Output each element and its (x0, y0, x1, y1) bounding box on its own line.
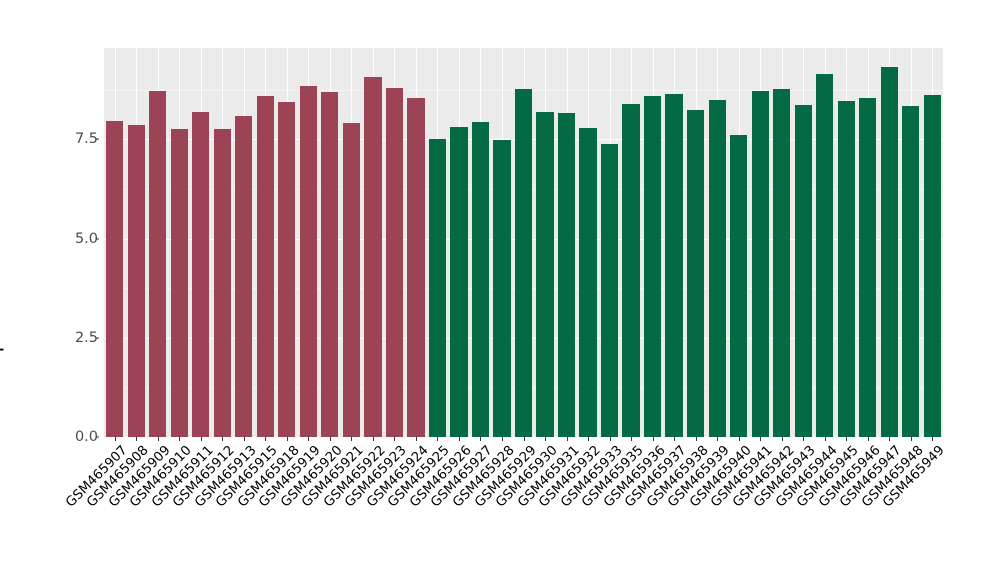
y-tick-mark (96, 238, 99, 240)
bar[interactable] (837, 100, 855, 437)
x-axis-labels: GSM465907 GSM465908 GSM465909 GSM465910 GSM4… (63, 443, 948, 580)
bar[interactable] (407, 98, 425, 437)
x-tick-mark (459, 437, 460, 441)
x-tick-mark (524, 437, 525, 441)
y-tick-mark (96, 138, 99, 140)
x-tick-mark (330, 437, 331, 441)
bar[interactable] (278, 101, 296, 437)
bar[interactable] (106, 120, 124, 437)
x-tick-mark (932, 437, 933, 441)
x-tick-mark (825, 437, 826, 441)
x-tick-mark (567, 437, 568, 441)
x-tick-mark (739, 437, 740, 441)
bar[interactable] (192, 112, 210, 437)
x-tick-mark (244, 437, 245, 441)
x-tick-mark (437, 437, 438, 441)
x-tick-mark (158, 437, 159, 441)
bar[interactable] (557, 113, 576, 437)
plot-panel (104, 48, 943, 437)
x-tick-mark (502, 437, 503, 441)
bar[interactable] (170, 128, 188, 437)
bar[interactable] (493, 140, 511, 437)
x-tick-mark (717, 437, 718, 441)
x-tick-mark (136, 437, 137, 441)
bar[interactable] (256, 96, 274, 437)
bar[interactable] (708, 99, 726, 437)
x-tick-mark (782, 437, 783, 441)
bar[interactable] (773, 88, 791, 437)
bar[interactable] (299, 85, 317, 437)
x-tick-mark (480, 437, 481, 441)
x-tick-mark (588, 437, 589, 441)
bar[interactable] (643, 96, 662, 437)
y-tick-label: 5.0 (74, 230, 98, 247)
x-tick-mark (115, 437, 116, 441)
x-tick-mark (265, 437, 266, 441)
x-tick-mark (416, 437, 417, 441)
bar[interactable] (816, 73, 834, 437)
x-tick-mark (308, 437, 309, 441)
bar[interactable] (364, 76, 382, 437)
x-tick-mark (889, 437, 890, 441)
x-tick-mark (287, 437, 288, 441)
x-tick-mark (201, 437, 202, 441)
x-tick-mark (179, 437, 180, 441)
x-tick-mark (846, 437, 847, 441)
x-tick-mark (696, 437, 697, 441)
bar[interactable] (665, 94, 683, 437)
y-tick-label: 2.5 (74, 329, 98, 346)
bar[interactable] (514, 89, 533, 437)
x-tick-mark (674, 437, 675, 441)
bar[interactable] (600, 144, 619, 437)
x-tick-mark (373, 437, 374, 441)
bar[interactable] (622, 103, 640, 437)
bar[interactable] (428, 138, 447, 437)
y-axis-ticks: 0.0 2.5 5.0 7.5 (46, 0, 99, 580)
y-tick-mark (96, 436, 99, 438)
bar[interactable] (149, 90, 167, 437)
x-tick-mark (351, 437, 352, 441)
bar[interactable] (751, 91, 769, 437)
x-tick-mark (610, 437, 611, 441)
bar[interactable] (385, 87, 404, 437)
x-tick-mark (653, 437, 654, 441)
bar[interactable] (859, 97, 877, 437)
bar[interactable] (923, 94, 941, 437)
bar[interactable] (536, 112, 554, 437)
x-tick-mark (394, 437, 395, 441)
bar[interactable] (450, 127, 468, 437)
x-tick-mark (760, 437, 761, 441)
x-tick-mark (631, 437, 632, 441)
x-tick-mark (545, 437, 546, 441)
x-axis-ticks (104, 437, 943, 443)
bar[interactable] (880, 67, 898, 437)
x-tick-mark (222, 437, 223, 441)
bar[interactable] (127, 125, 145, 437)
bar[interactable] (342, 122, 360, 437)
bar[interactable] (235, 115, 253, 437)
x-tick-mark (803, 437, 804, 441)
bar[interactable] (730, 134, 748, 437)
bar[interactable] (579, 128, 597, 437)
y-tick-label: 7.5 (74, 131, 98, 148)
bar[interactable] (686, 109, 705, 437)
y-axis-title-text: Expression Level (0, 201, 4, 379)
bar[interactable] (902, 105, 920, 437)
bar[interactable] (794, 105, 812, 437)
bar[interactable] (471, 122, 490, 437)
bar[interactable] (321, 92, 339, 437)
x-tick-mark (868, 437, 869, 441)
y-tick-mark (96, 337, 99, 339)
bar[interactable] (213, 128, 231, 437)
y-tick-label: 0.0 (74, 429, 98, 445)
x-tick-mark (911, 437, 912, 441)
